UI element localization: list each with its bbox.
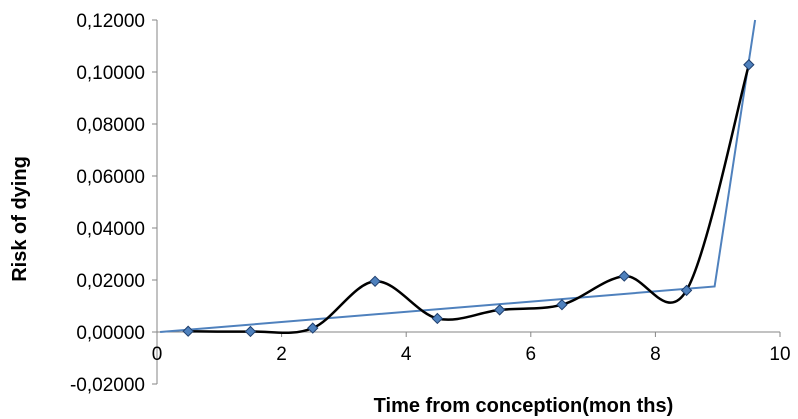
y-tick-label: 0,02000 xyxy=(76,271,145,292)
y-tick-label: 0,00000 xyxy=(76,323,145,344)
trend-line-series xyxy=(160,19,757,333)
data-point-marker xyxy=(182,325,194,337)
data-point-marker xyxy=(369,275,381,288)
y-tick-label: 0,12000 xyxy=(76,11,145,32)
x-tick-label: 8 xyxy=(650,344,661,365)
x-tick-label: 10 xyxy=(769,344,790,365)
y-tick-label: 0,10000 xyxy=(76,63,145,84)
data-point-marker xyxy=(493,304,506,316)
x-tick-label: 6 xyxy=(526,344,537,365)
data-point-marker xyxy=(307,322,319,334)
x-tick-label: 2 xyxy=(276,344,287,365)
data-point-marker xyxy=(244,325,257,338)
x-tick-labels: 0 2 4 6 8 10 xyxy=(152,344,791,365)
y-axis-title: Risk of dying xyxy=(9,156,31,282)
trend-line xyxy=(160,19,757,333)
risk-curve xyxy=(188,64,751,335)
y-tick-label: 0,04000 xyxy=(76,219,145,240)
axes xyxy=(152,19,781,385)
data-point-marker xyxy=(556,298,568,311)
y-tick-label: 0,06000 xyxy=(76,167,145,188)
y-tick-label: -0,02000 xyxy=(70,375,145,396)
data-point-marker xyxy=(431,312,444,325)
data-point-marker xyxy=(743,59,755,71)
x-tick-label: 4 xyxy=(401,344,412,365)
x-axis-title: Time from conception(mon ths) xyxy=(374,395,674,417)
y-tick-labels: -0,02000 0,00000 0,02000 0,04000 0,06000 0,08… xyxy=(70,11,145,396)
y-tick-label: 0,08000 xyxy=(76,115,145,136)
data-point-marker xyxy=(680,284,693,297)
x-tick-label: 0 xyxy=(152,344,163,365)
data-point-marker xyxy=(618,270,630,282)
risk-series xyxy=(182,59,755,338)
